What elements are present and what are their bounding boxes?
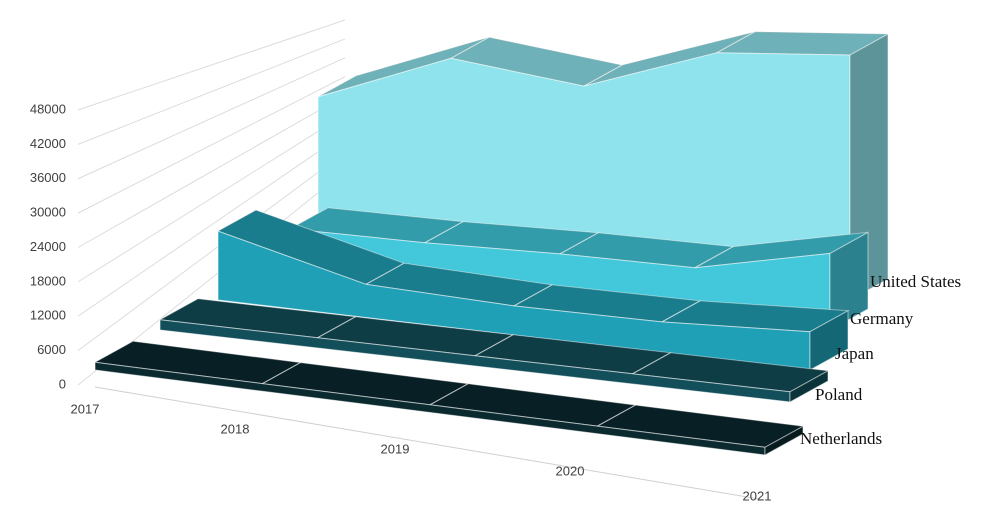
- divider: [424, 221, 464, 244]
- area-side: [830, 232, 868, 330]
- divider: [365, 262, 405, 285]
- area-top-shade: [662, 300, 848, 332]
- x-tick-label: 2021: [743, 488, 772, 503]
- area-top-shade: [584, 31, 755, 87]
- divider: [559, 232, 599, 255]
- area-top-shade: [514, 284, 700, 322]
- grid-line: [77, 38, 346, 145]
- y-tick-label: 30000: [30, 205, 66, 220]
- area-top-shade: [317, 316, 513, 356]
- x-tick-label: 2019: [381, 441, 410, 456]
- divider: [597, 404, 636, 427]
- y-tick-label: 0: [59, 376, 66, 391]
- x-tick-label: 2017: [71, 401, 100, 416]
- divider: [317, 316, 356, 339]
- grid-line: [77, 95, 346, 248]
- y-tick-label: 42000: [30, 136, 66, 151]
- area-top-shade: [632, 352, 828, 392]
- area-top-shade: [451, 37, 622, 87]
- area-top-shade: [475, 334, 671, 374]
- area-top-shade: [597, 405, 803, 448]
- y-tick-label: 12000: [30, 308, 66, 323]
- floor-line: [94, 386, 766, 501]
- area-top-shade: [366, 263, 552, 306]
- area-side: [765, 426, 803, 455]
- y-tick-label: 24000: [30, 239, 66, 254]
- grid-line: [77, 19, 346, 111]
- divider: [450, 36, 490, 59]
- area-top-shade: [318, 37, 489, 97]
- grid-line: [77, 76, 346, 214]
- grid-line: [77, 57, 346, 180]
- area-top-shade: [430, 383, 636, 427]
- divider: [716, 31, 756, 54]
- x-tick-label: 2018: [221, 421, 250, 436]
- grid-line: [77, 133, 346, 317]
- area-side-shade: [809, 309, 849, 371]
- divider: [429, 383, 469, 406]
- grid-line: [77, 151, 346, 352]
- area-top-shade: [290, 207, 463, 243]
- divider: [474, 334, 514, 357]
- divider: [513, 284, 553, 307]
- area-top-shade: [560, 232, 733, 268]
- area-top-shade: [218, 210, 404, 285]
- legend-label: Netherlands: [800, 429, 882, 448]
- legend-label: Japan: [835, 344, 874, 363]
- divider: [661, 300, 701, 323]
- y-tick-label: 18000: [30, 273, 66, 288]
- area-top-shade: [717, 31, 888, 55]
- area-side-shade: [764, 425, 804, 456]
- area-top-shade: [695, 232, 868, 268]
- grid-line: [77, 114, 346, 283]
- legend-label: Germany: [850, 309, 914, 328]
- y-tick-label: 48000: [30, 101, 66, 116]
- divider: [583, 64, 623, 87]
- area-top-shade: [262, 362, 468, 405]
- area-side-shade: [789, 369, 829, 403]
- area-top-shade: [160, 298, 356, 338]
- area-side: [810, 310, 848, 370]
- area-side-shade: [829, 231, 869, 331]
- legend-label: Poland: [815, 385, 863, 404]
- area-side: [790, 370, 828, 402]
- legend-label: United States: [870, 272, 961, 291]
- divider: [632, 352, 671, 375]
- divider: [694, 246, 734, 269]
- x-tick-label: 2020: [556, 463, 585, 478]
- y-tick-label: 6000: [37, 342, 66, 357]
- divider: [262, 362, 301, 385]
- area-top-shade: [95, 341, 301, 384]
- y-tick-label: 36000: [30, 170, 66, 185]
